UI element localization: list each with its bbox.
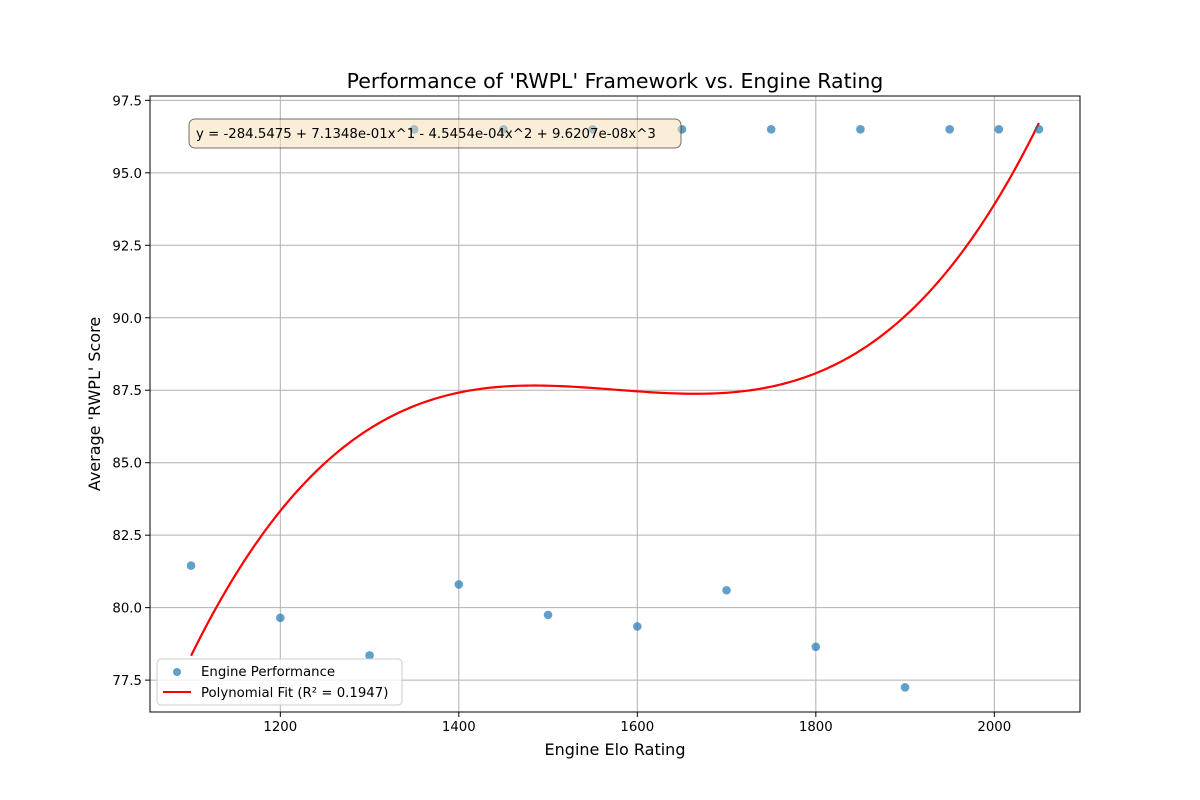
y-tick-label: 85.0 — [112, 457, 142, 472]
y-tick-label: 87.5 — [112, 384, 142, 399]
y-tick-label: 90.0 — [112, 312, 142, 327]
legend-marker-scatter — [173, 668, 181, 676]
x-axis-label: Engine Elo Rating — [545, 740, 686, 759]
data-point — [945, 125, 954, 134]
y-tick-label: 92.5 — [112, 239, 142, 254]
x-tick-label: 1400 — [442, 720, 476, 735]
grid — [150, 96, 1080, 712]
data-point — [1034, 125, 1044, 134]
y-tick-label: 77.5 — [112, 674, 142, 689]
legend-label-fit: Polynomial Fit (R² = 0.1947) — [201, 686, 388, 701]
data-point — [276, 613, 285, 623]
fit-layer — [190, 122, 1040, 657]
data-point — [454, 580, 464, 589]
ticks: 1200 1400 1600 1800 2000 77.5 80.0 82.5 85.0 87.5… — [112, 94, 1011, 735]
fit-line — [190, 122, 1040, 657]
data-point — [856, 125, 865, 134]
plot-frame — [149, 95, 1081, 713]
legend-box — [156, 658, 403, 706]
y-tick-label: 80.0 — [112, 602, 142, 617]
chart-title: Performance of 'RWPL' Framework vs. Engi… — [347, 69, 884, 93]
legend-label-scatter: Engine Performance — [201, 665, 335, 680]
data-point — [543, 610, 553, 620]
y-tick-label: 82.5 — [112, 529, 142, 544]
legend: Engine Performance Polynomial Fit (R² = … — [156, 658, 403, 706]
y-tick-label: 97.5 — [112, 94, 142, 109]
x-tick-label: 1600 — [620, 720, 654, 735]
equation-box — [188, 118, 682, 149]
data-point — [186, 561, 196, 570]
x-tick-label: 1800 — [799, 720, 833, 735]
data-point — [722, 585, 731, 595]
equation-annotation: y = -284.5475 + 7.1348e-01x^1 - 4.5454e-… — [188, 118, 682, 149]
data-point — [994, 125, 1004, 134]
scatter-points — [186, 125, 1044, 692]
y-axis-label: Average 'RWPL' Score — [85, 317, 104, 491]
x-tick-label: 2000 — [977, 720, 1011, 735]
x-tick-label: 1200 — [263, 720, 297, 735]
y-tick-label: 95.0 — [112, 167, 142, 182]
data-point — [766, 125, 776, 134]
data-point — [365, 651, 374, 660]
data-point — [811, 642, 821, 652]
data-point — [900, 683, 910, 692]
equation-text: y = -284.5475 + 7.1348e-01x^1 - 4.5454e-… — [196, 127, 656, 142]
data-point — [633, 622, 642, 631]
